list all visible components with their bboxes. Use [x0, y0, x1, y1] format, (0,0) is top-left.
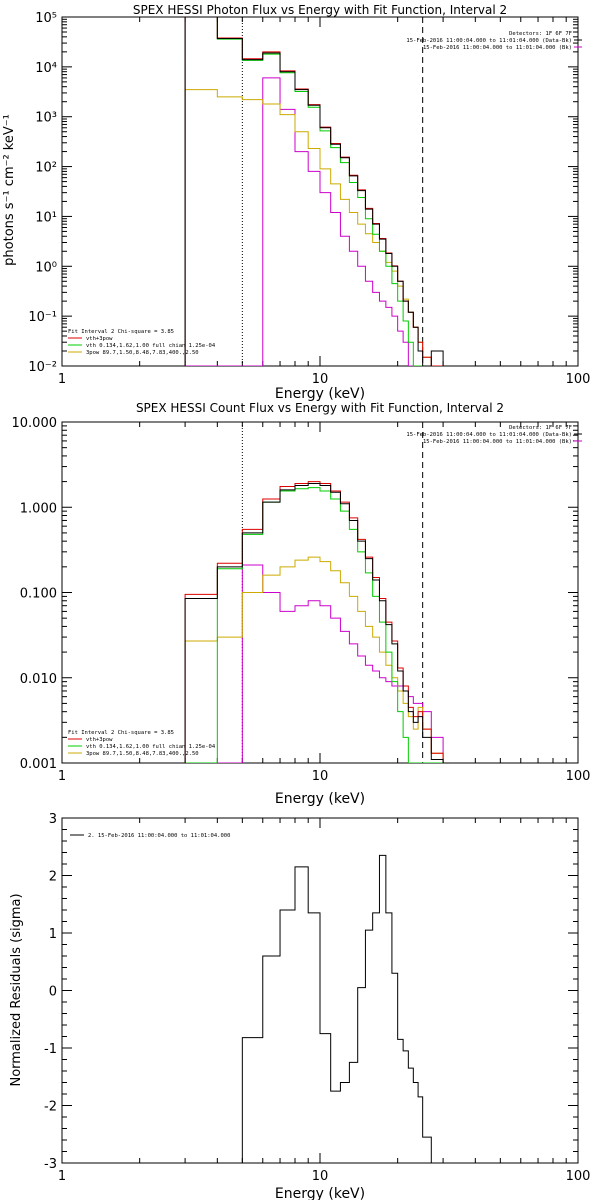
- residuals-x-axis-label: Energy (keV): [275, 1186, 365, 1200]
- photon-header: Detectors: 1F 6F 7F 15-Feb-2016 11:00:04…: [406, 31, 572, 51]
- y-tick-label: 10⁻¹: [28, 310, 57, 325]
- count-header: Detectors: 1F 6F 7F 15-Feb-2016 11:00:04…: [406, 425, 572, 445]
- y-tick-label: 0.010: [20, 672, 57, 687]
- y-tick-label: 1.000: [20, 501, 57, 516]
- series-vth-line: [184, 17, 444, 366]
- series-data-bk-line: [184, 17, 444, 366]
- series-3pow-line: [184, 89, 444, 366]
- residuals-legend-label: 2. 15-Feb-2016 11:00:04.000 to 11:01:04.…: [88, 833, 230, 839]
- photon-chart-title: SPEX HESSI Photon Flux vs Energy with Fi…: [133, 3, 507, 17]
- count-detectors-text: Detectors: 1F 6F 7F: [509, 425, 572, 431]
- x-tick-label: 100: [566, 769, 591, 784]
- y-tick-label: 10⁰: [35, 260, 57, 275]
- x-tick-label: 100: [566, 1169, 591, 1184]
- panel-1-plot: 1 10 100 0.001 0.010 0.100 1.000 10.000: [12, 416, 591, 784]
- photon-legend-label-0: vth+3pow: [86, 336, 113, 342]
- photon-header-data-bk: 15-Feb-2016 11:00:04.000 to 11:01:04.000…: [406, 38, 572, 44]
- y-tick-label: -3: [44, 1157, 57, 1172]
- panel-count-flux: SPEX HESSI Count Flux vs Energy with Fit…: [68, 401, 572, 807]
- count-chart-title: SPEX HESSI Count Flux vs Energy with Fit…: [136, 401, 504, 415]
- count-legend-title: Fit Interval 2 Chi-square = 3.85: [68, 730, 174, 736]
- photon-detectors-text: Detectors: 1F 6F 7F: [509, 31, 572, 37]
- y-tick-label: 2: [49, 870, 57, 885]
- x-tick-label: 1: [58, 1169, 66, 1184]
- y-tick-label: 10.000: [12, 416, 58, 431]
- count-legend-label-0: vth+3pow: [86, 737, 113, 743]
- y-tick-label: 10¹: [35, 210, 57, 225]
- y-tick-label: 10³: [35, 111, 57, 126]
- series-residuals-line: [241, 854, 432, 1163]
- x-tick-label: 10: [312, 1169, 329, 1184]
- panel-2-plot: 1 10 100 -3 -2 -1 0 1 2 3: [44, 812, 590, 1184]
- y-tick-label: 0.100: [20, 587, 57, 602]
- y-tick-label: 0.001: [20, 757, 57, 772]
- photon-legend-title: Fit Interval 2 Chi-square = 3.85: [68, 329, 174, 335]
- y-tick-label: 0: [49, 985, 57, 1000]
- panel-0-plot: 1 10 100 10⁻² 10⁻¹ 10⁰ 10¹ 10² 10³ 10⁴ 10⁵: [28, 11, 590, 387]
- count-x-axis-label: Energy (keV): [275, 791, 365, 807]
- count-legend-label-2: 3pow 89.7,1.50,8.48,7.83,400.,2.50: [86, 751, 199, 757]
- count-header-data-bk: 15-Feb-2016 11:00:04.000 to 11:01:04.000…: [406, 432, 572, 438]
- y-tick-label: 10²: [35, 161, 57, 176]
- x-tick-label: 100: [566, 372, 591, 387]
- x-tick-label: 1: [58, 372, 66, 387]
- y-tick-label: 10⁴: [35, 61, 57, 76]
- series-bk-line: [185, 564, 454, 763]
- residuals-legend: 2. 15-Feb-2016 11:00:04.000 to 11:01:04.…: [88, 833, 230, 839]
- photon-header-bk: 15-Feb-2016 11:00:04.000 to 11:01:04.000…: [423, 45, 572, 51]
- panel-2-series: [241, 854, 432, 1163]
- x-tick-label: 1: [58, 769, 66, 784]
- series-vth-3pow-line: [184, 17, 444, 366]
- residuals-y-axis-label: Normalized Residuals (sigma): [9, 893, 24, 1086]
- photon-legend-label-1: vth 0.134,1.62,1.00 full chian 1.25e-04: [86, 343, 216, 349]
- series-3pow-line: [184, 556, 454, 763]
- count-legend: Fit Interval 2 Chi-square = 3.85 vth+3po…: [68, 730, 216, 757]
- photon-legend: Fit Interval 2 Chi-square = 3.85 vth+3po…: [68, 329, 216, 356]
- series-data-bk-line: [184, 482, 454, 763]
- y-tick-label: 10⁻²: [28, 360, 57, 375]
- photon-y-axis-label: photons s⁻¹ cm⁻² keV⁻¹: [2, 114, 17, 266]
- count-header-bk: 15-Feb-2016 11:00:04.000 to 11:01:04.000…: [423, 439, 572, 445]
- panel-residuals: Energy (keV) Normalized Residuals (sigma…: [9, 833, 365, 1200]
- y-tick-label: 1: [49, 927, 57, 942]
- panel-0-series: [184, 17, 444, 366]
- y-tick-label: -1: [44, 1042, 57, 1057]
- panel-1-series: [184, 481, 454, 763]
- series-bk-line: [185, 77, 444, 366]
- photon-legend-label-2: 3pow 89.7,1.50,8.48,7.83,400.,2.50: [86, 350, 199, 356]
- x-tick-label: 10: [312, 769, 329, 784]
- panel-photon-flux: SPEX HESSI Photon Flux vs Energy with Fi…: [2, 3, 572, 402]
- x-tick-label: 10: [312, 372, 329, 387]
- y-tick-label: -2: [44, 1100, 57, 1115]
- y-tick-label: 10⁵: [35, 11, 57, 26]
- panel-1-frame: [61, 421, 579, 764]
- photon-x-axis-label: Energy (keV): [275, 386, 365, 402]
- count-legend-label-1: vth 0.134,1.62,1.00 full chian 1.25e-04: [86, 744, 216, 750]
- y-tick-label: 3: [49, 812, 57, 827]
